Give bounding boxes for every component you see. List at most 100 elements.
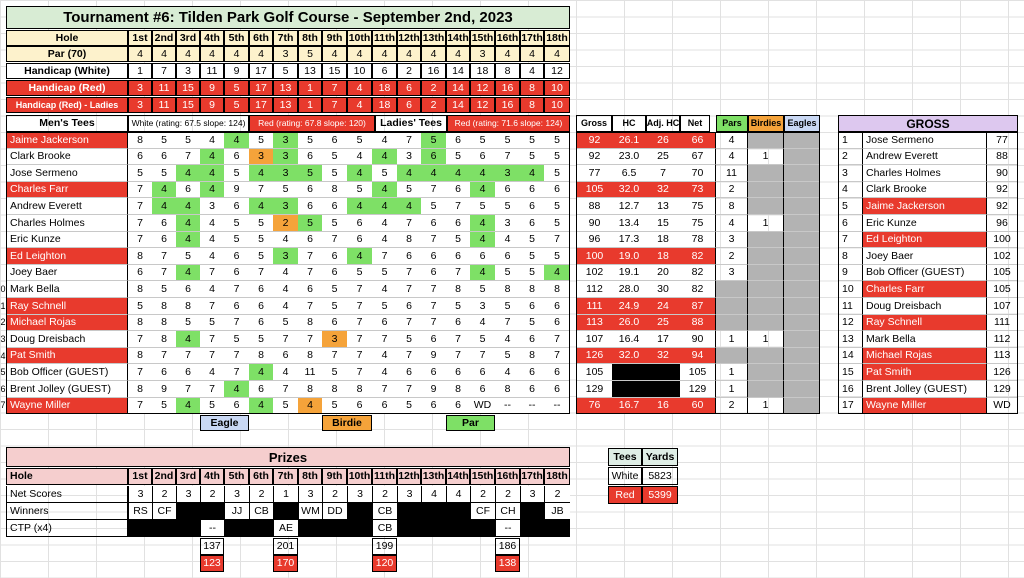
score-cell: 5 [273, 314, 298, 332]
prizes-ctp-cell: -- [495, 520, 520, 537]
hc-cell: 19.1 [612, 264, 646, 282]
score-cell: 6 [249, 314, 273, 332]
prizes-ctp-label: CTP (x4) [6, 520, 128, 537]
score-cell: 7 [200, 331, 224, 348]
gross-cell: 126 [576, 347, 612, 365]
score-cell: 7 [397, 347, 421, 365]
gross-rank: 9 [838, 264, 862, 282]
player-name: Ed Leighton [6, 248, 128, 265]
score-cell: 6 [152, 231, 176, 249]
birdies-cell [748, 364, 784, 381]
hole-row-cell: 14th [446, 30, 470, 46]
par-row-cell: 4 [224, 46, 249, 62]
score-cell: 6 [544, 314, 570, 332]
score-cell: 5 [495, 264, 520, 282]
score-cell: 5 [322, 397, 347, 415]
net-cell: 60 [680, 397, 716, 415]
score-cell: 2 [273, 215, 298, 232]
score-cell: 6 [176, 181, 200, 199]
gross-rank: 7 [838, 231, 862, 249]
hole-row-cell: 8th [298, 30, 322, 46]
prizes-hole: 9th [322, 468, 347, 485]
prizes-winner-cell: JB [544, 503, 570, 520]
score-cell: 7 [347, 331, 372, 348]
prizes-winner-cell: CB [249, 503, 273, 520]
hdcp-white-row-cell: 4 [520, 63, 544, 79]
prizes-winner-cell [446, 503, 470, 520]
player-name: Ray Schnell [6, 298, 128, 315]
hdcp-red-row-cell: 8 [520, 80, 544, 96]
player-name: Joey Baer [6, 264, 128, 282]
birdies-cell [748, 132, 784, 149]
score-cell: 5 [322, 281, 347, 298]
prizes-hole: 18th [544, 468, 570, 485]
score-cell: 4 [273, 298, 298, 315]
gross-score: 92 [986, 181, 1018, 199]
score-cell: 5 [544, 148, 570, 166]
score-cell: 7 [347, 281, 372, 298]
prizes-net-score-cell: 2 [544, 486, 570, 503]
prizes-hole: 17th [520, 468, 544, 485]
hole-row-label: Hole [6, 30, 128, 46]
hdcp-red-ladies-row-cell: 17 [249, 97, 273, 113]
prizes-winner-cell [200, 503, 224, 520]
score-cell: 4 [372, 148, 397, 166]
score-cell: 8 [347, 381, 372, 398]
score-cell: 6 [421, 331, 446, 348]
prizes-ctp-cell [397, 520, 421, 537]
score-cell: 3 [495, 215, 520, 232]
score-cell: 8 [176, 298, 200, 315]
row-number: 7 [0, 400, 6, 411]
gross-cell: 129 [576, 381, 612, 398]
score-cell: 6 [470, 381, 495, 398]
score-cell: WD [470, 397, 495, 415]
gross-cell: 105 [576, 364, 612, 381]
tees-white: White [608, 467, 642, 485]
hdcp-red-ladies-row-cell: 13 [273, 97, 298, 113]
score-cell: 4 [152, 181, 176, 199]
score-cell: 6 [152, 364, 176, 381]
score-cell: 7 [249, 264, 273, 282]
hole-row-cell: 2nd [152, 30, 176, 46]
score-cell: 4 [470, 165, 495, 182]
prizes-title: Prizes [6, 447, 570, 467]
score-cell: 6 [298, 281, 322, 298]
tees-header: Tees [608, 448, 642, 466]
score-cell: 5 [152, 132, 176, 149]
score-cell: 5 [298, 165, 322, 182]
prizes-hole: 8th [298, 468, 322, 485]
hdcp-red-row-cell: 12 [470, 80, 495, 96]
hdcp-white-row-cell: 8 [495, 63, 520, 79]
net-cell: 82 [680, 281, 716, 298]
adj-hc-cell: 13 [646, 198, 680, 215]
hdcp-red-row-cell: 1 [298, 80, 322, 96]
score-cell: 7 [224, 281, 249, 298]
score-cell: 5 [298, 132, 322, 149]
score-cell: 6 [322, 198, 347, 215]
score-cell: 4 [176, 215, 200, 232]
score-cell: 5 [224, 331, 249, 348]
score-cell: 6 [224, 198, 249, 215]
gross-name: Brent Jolley (GUEST) [862, 381, 986, 398]
net-cell: 70 [680, 165, 716, 182]
score-cell: 8 [495, 381, 520, 398]
score-cell: 7 [446, 347, 470, 365]
legend-par: Par [446, 415, 495, 431]
score-cell: 9 [152, 381, 176, 398]
score-cell: 7 [347, 298, 372, 315]
prizes-ctp-cell [446, 520, 470, 537]
prizes-net-score-cell: 2 [249, 486, 273, 503]
prizes-net-score-cell: 2 [495, 486, 520, 503]
score-cell: 5 [495, 298, 520, 315]
par-row-cell: 4 [372, 46, 397, 62]
score-cell: 6 [544, 298, 570, 315]
score-cell: 6 [397, 298, 421, 315]
hdcp-red-row-cell: 10 [544, 80, 570, 96]
par-row-cell: 4 [421, 46, 446, 62]
score-cell: 8 [128, 381, 152, 398]
eagles-header: Eagles [784, 115, 820, 132]
score-cell: 7 [495, 314, 520, 332]
gross-rank: 4 [838, 181, 862, 199]
gross-cell: 77 [576, 165, 612, 182]
tees-red: Red [608, 486, 642, 504]
